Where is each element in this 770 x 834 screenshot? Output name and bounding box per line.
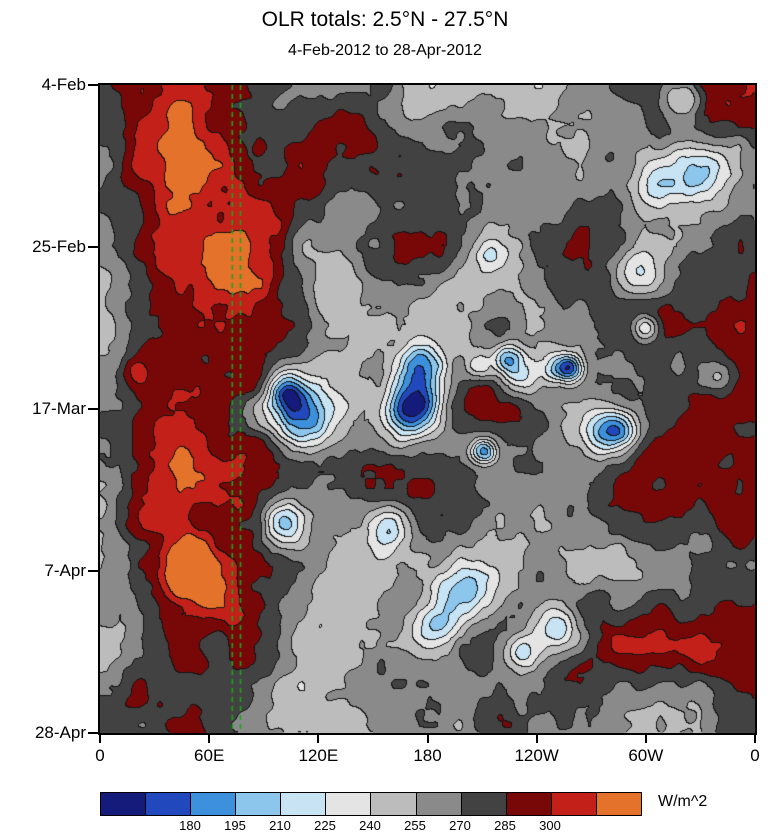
colorbar-tick-label: 225	[314, 818, 336, 833]
colorbar-segment	[190, 793, 236, 815]
colorbar-tick-label: 300	[539, 818, 561, 833]
x-axis-tick-label: 120E	[298, 746, 339, 765]
y-axis-tick-label: 17-Mar	[32, 399, 86, 418]
olr-heatmap-canvas	[100, 85, 755, 733]
colorbar-tick-label: 180	[179, 818, 201, 833]
colorbar-segment	[101, 793, 146, 815]
x-axis-tick-mark	[99, 735, 101, 743]
y-axis-tick-label: 28-Apr	[34, 723, 86, 742]
colorbar-tick-label: 285	[494, 818, 516, 833]
colorbar-segment	[280, 793, 326, 815]
x-axis-tick-label: 60E	[194, 746, 225, 765]
x-axis-tick-mark	[644, 735, 647, 743]
y-axis-tick-label: 7-Apr	[44, 561, 86, 580]
x-axis-tick-mark	[426, 735, 429, 743]
x-axis-tick-mark	[317, 735, 320, 743]
y-axis-tick-mark	[88, 570, 98, 572]
colorbar-tick-label: 255	[404, 818, 426, 833]
colorbar-segment	[595, 793, 641, 815]
plot-area	[98, 83, 757, 735]
colorbar-segment	[505, 793, 551, 815]
colorbar-segment	[415, 793, 461, 815]
colorbar-segment	[325, 793, 371, 815]
units-label: W/m^2	[658, 793, 708, 810]
colorbar-tick-label: 240	[359, 818, 381, 833]
colorbar-tick-label: 210	[269, 818, 291, 833]
y-axis-tick-label: 25-Feb	[32, 237, 86, 256]
colorbar	[100, 792, 642, 816]
x-axis-tick-label: 60W	[628, 746, 664, 765]
chart-title: OLR totals: 2.5°N - 27.5°N	[261, 8, 509, 31]
colorbar-tick-label: 195	[224, 818, 246, 833]
colorbar-segment	[550, 793, 596, 815]
x-axis-tick-mark	[535, 735, 538, 743]
y-axis-tick-mark	[88, 246, 98, 248]
x-axis-tick-label: 180	[413, 746, 442, 765]
y-axis-tick-label: 4-Feb	[41, 75, 86, 94]
colorbar-segment	[460, 793, 506, 815]
chart-subtitle: 4-Feb-2012 to 28-Apr-2012	[288, 42, 482, 59]
x-axis-tick-label: 0	[95, 746, 105, 765]
colorbar-segment	[145, 793, 191, 815]
colorbar-tick-label: 270	[449, 818, 471, 833]
x-axis-tick-mark	[208, 735, 211, 743]
x-axis-tick-label: 120W	[514, 746, 559, 765]
y-axis-tick-mark	[88, 732, 98, 734]
colorbar-segment	[370, 793, 416, 815]
x-axis-tick-label: 0	[750, 746, 760, 765]
colorbar-segment	[235, 793, 281, 815]
y-axis-tick-mark	[88, 408, 98, 410]
y-axis-tick-mark	[88, 84, 98, 86]
x-axis-tick-mark	[754, 735, 756, 743]
